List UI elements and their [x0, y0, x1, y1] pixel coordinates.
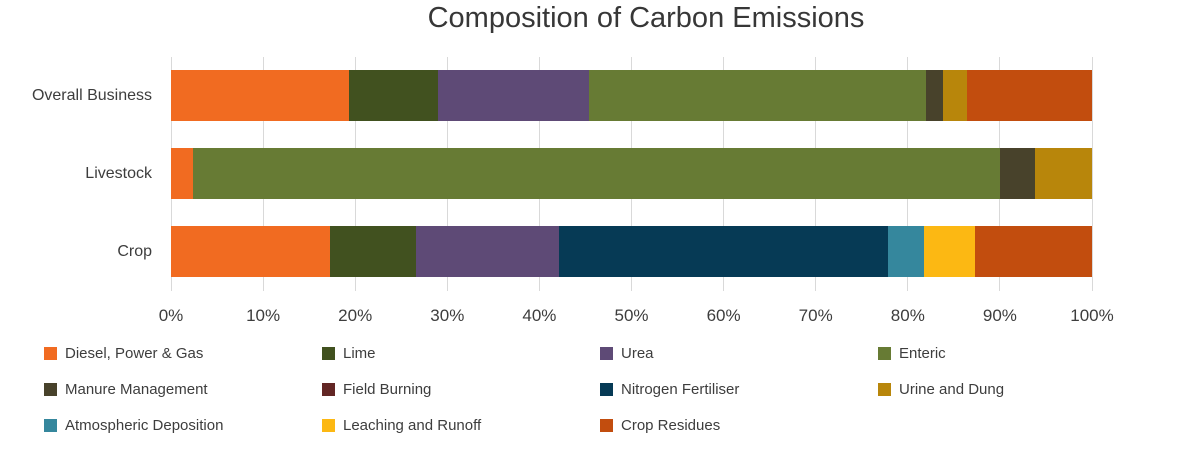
segment-enteric — [193, 148, 1000, 199]
segment-urine-and-dung — [942, 70, 967, 121]
segment-urine-and-dung — [1034, 148, 1092, 199]
segment-manure-management — [999, 148, 1035, 199]
legend-swatch-diesel-power-gas — [44, 346, 57, 360]
y-axis-category-labels: Overall Business Livestock Crop — [0, 57, 152, 291]
segment-lime — [348, 70, 439, 121]
legend-label: Field Burning — [343, 380, 432, 398]
chart-title: Composition of Carbon Emissions — [427, 2, 865, 34]
plot-area — [170, 57, 1093, 291]
legend-label: Nitrogen Fertiliser — [621, 380, 740, 398]
segment-diesel-power-gas — [171, 148, 194, 199]
x-axis-tick-label: 90% — [982, 306, 1017, 325]
legend-label: Lime — [343, 344, 376, 362]
legend-item-manure-management: Manure Management — [44, 371, 322, 407]
legend: Diesel, Power & Gas Lime Urea Enteric Manure… — [44, 335, 1156, 443]
segment-urea — [415, 226, 559, 277]
legend-swatch-urine-and-dung — [878, 382, 891, 396]
legend-swatch-leaching-and-runoff — [322, 418, 335, 432]
legend-label: Urea — [621, 344, 654, 362]
category-label-overall-business: Overall Business — [31, 87, 152, 104]
category-label-crop: Crop — [117, 243, 152, 260]
legend-label: Enteric — [899, 344, 946, 362]
legend-swatch-urea — [600, 346, 613, 360]
x-axis-tick-label: 80% — [890, 306, 925, 325]
legend-label: Manure Management — [65, 380, 208, 398]
bar-overall-business — [171, 70, 1092, 121]
legend-swatch-lime — [322, 346, 335, 360]
x-axis-tick-label: 60% — [706, 306, 741, 325]
segment-nitrogen-fertiliser — [558, 226, 889, 277]
legend-item-enteric: Enteric — [878, 335, 1156, 371]
gridline — [1091, 57, 1093, 291]
legend-label: Atmospheric Deposition — [65, 416, 224, 434]
legend-item-lime: Lime — [322, 335, 600, 371]
legend-swatch-nitrogen-fertiliser — [600, 382, 613, 396]
segment-enteric — [589, 70, 927, 121]
segment-crop-residues — [974, 226, 1092, 277]
segment-diesel-power-gas — [171, 226, 331, 277]
legend-swatch-atmospheric-deposition — [44, 418, 57, 432]
legend-label: Urine and Dung — [899, 380, 1005, 398]
legend-swatch-enteric — [878, 346, 891, 360]
x-axis-tick-label: 30% — [430, 306, 465, 325]
legend-item-leaching-and-runoff: Leaching and Runoff — [322, 407, 600, 443]
legend-swatch-field-burning — [322, 382, 335, 396]
bar-livestock — [171, 148, 1092, 199]
segment-leaching-and-runoff — [924, 226, 975, 277]
x-axis-tick-label: 50% — [614, 306, 649, 325]
segment-manure-management — [926, 70, 943, 121]
segment-urea — [438, 70, 590, 121]
segment-crop-residues — [966, 70, 1092, 121]
legend-item-atmospheric-deposition: Atmospheric Deposition — [44, 407, 322, 443]
x-axis-tick-label: 40% — [522, 306, 557, 325]
segment-lime — [330, 226, 416, 277]
x-axis-tick-label: 100% — [1070, 306, 1114, 325]
x-axis: 0% 10% 20% 30% 40% 50% 60% 70% 80% 90% 100% — [159, 306, 1114, 330]
legend-label: Crop Residues — [621, 416, 721, 434]
legend-item-field-burning: Field Burning — [322, 371, 600, 407]
legend-item-nitrogen-fertiliser: Nitrogen Fertiliser — [600, 371, 878, 407]
legend-label: Leaching and Runoff — [343, 416, 482, 434]
legend-swatch-manure-management — [44, 382, 57, 396]
legend-item-urine-and-dung: Urine and Dung — [878, 371, 1156, 407]
x-axis-tick-label: 10% — [246, 306, 281, 325]
legend-item-crop-residues: Crop Residues — [600, 407, 878, 443]
bar-crop — [171, 226, 1092, 277]
x-axis-tick-label: 0% — [158, 306, 184, 325]
category-label-livestock: Livestock — [85, 165, 152, 182]
x-axis-tick-label: 70% — [798, 306, 833, 325]
segment-atmospheric-deposition — [888, 226, 925, 277]
legend-item-urea: Urea — [600, 335, 878, 371]
segment-diesel-power-gas — [171, 70, 349, 121]
x-axis-tick-label: 20% — [338, 306, 373, 325]
legend-swatch-crop-residues — [600, 418, 613, 432]
legend-label: Diesel, Power & Gas — [65, 344, 204, 362]
legend-item-diesel-power-gas: Diesel, Power & Gas — [44, 335, 322, 371]
